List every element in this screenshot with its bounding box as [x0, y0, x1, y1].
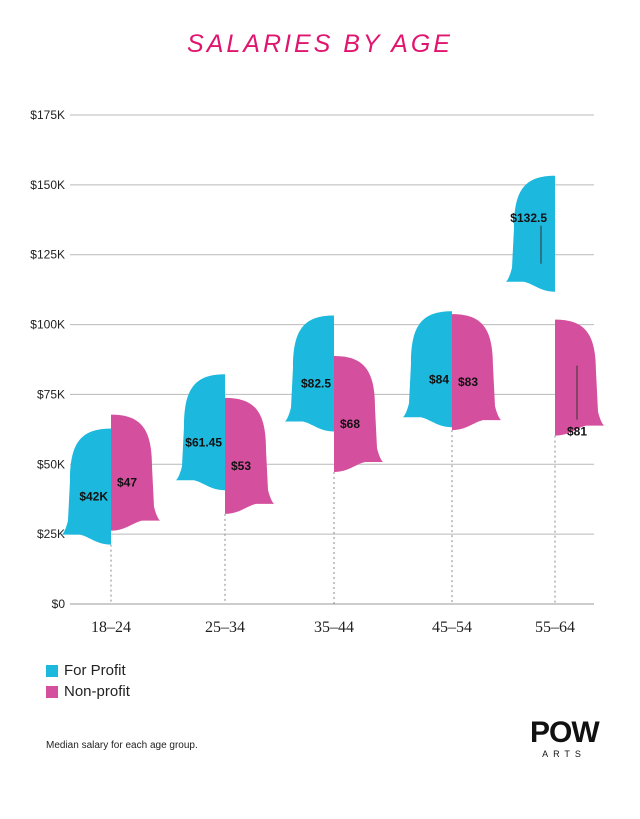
legend-swatch-for-profit [46, 664, 58, 677]
non-profit-head [111, 414, 160, 531]
legend-label-non-profit: Non-profit [64, 683, 130, 700]
y-tick-label: $50K [37, 457, 65, 471]
y-tick-label: $100K [30, 318, 65, 332]
legend-label-for-profit: For Profit [64, 662, 126, 679]
non-profit-head [334, 355, 383, 472]
x-tick-label: 25–34 [205, 619, 245, 636]
data-label-non-profit: $68 [340, 417, 360, 431]
y-tick-label: $75K [37, 387, 65, 401]
data-label-for-profit: $42K [79, 490, 108, 504]
x-tick-label: 55–64 [535, 619, 575, 636]
for-profit-head [403, 311, 452, 428]
y-tick-label: $25K [37, 527, 65, 541]
for-profit-head [62, 428, 111, 545]
data-label-for-profit: $132.5 [510, 211, 547, 225]
y-tick-label: $125K [30, 248, 65, 262]
logo-main-text: POW [530, 716, 600, 749]
data-label-for-profit: $84 [429, 372, 449, 386]
for-profit-head [176, 374, 225, 491]
logo-sub-text: ARTS [542, 749, 586, 759]
x-tick-label: 45–54 [432, 619, 472, 636]
x-tick-label: 18–24 [91, 619, 131, 636]
chart-footnote: Median salary for each age group. [46, 740, 198, 751]
data-label-non-profit: $83 [458, 375, 478, 389]
pow-arts-logo: POW ARTS [530, 716, 600, 760]
non-profit-head [555, 319, 604, 436]
y-tick-label: $175K [30, 108, 65, 122]
for-profit-head [285, 315, 334, 432]
non-profit-head [452, 314, 501, 431]
y-tick-label: $0 [52, 597, 66, 611]
non-profit-head [225, 397, 274, 514]
x-tick-label: 35–44 [314, 619, 354, 636]
data-label-for-profit: $82.5 [301, 376, 331, 390]
data-label-non-profit: $81 [567, 425, 587, 439]
data-label-non-profit: $53 [231, 459, 251, 473]
data-label-non-profit: $47 [117, 476, 137, 490]
chart-title: SALARIES BY AGE [187, 30, 453, 58]
y-tick-label: $150K [30, 178, 65, 192]
chart-legend: For Profit Non-profit [46, 660, 130, 702]
data-label-for-profit: $61.45 [185, 435, 222, 449]
legend-item-for-profit: For Profit [46, 660, 130, 681]
for-profit-head [506, 175, 555, 292]
legend-swatch-non-profit [46, 685, 58, 698]
legend-item-non-profit: Non-profit [46, 681, 130, 702]
